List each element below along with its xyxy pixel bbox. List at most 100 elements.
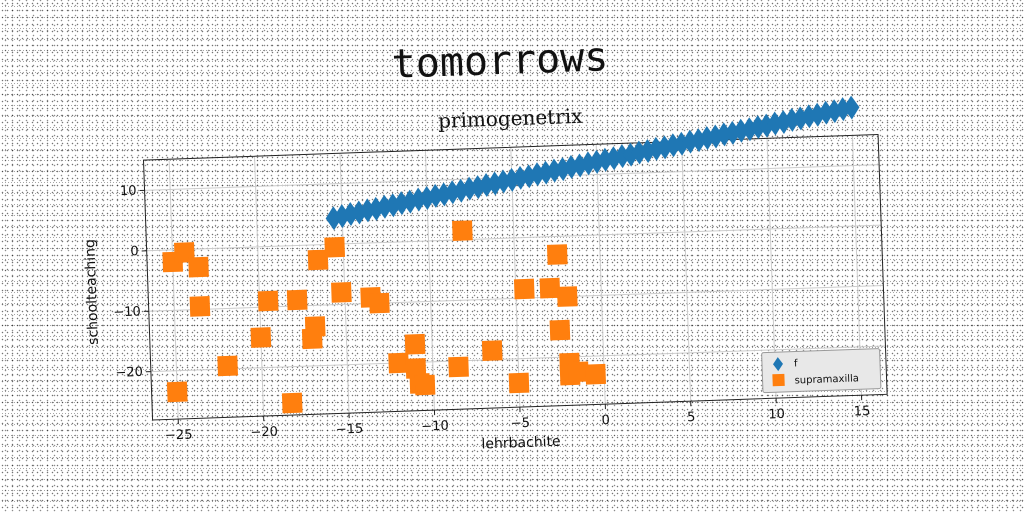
point-supramaxilla xyxy=(508,372,530,394)
point-f xyxy=(563,154,580,179)
point-f xyxy=(682,129,699,154)
point-supramaxilla xyxy=(481,340,503,361)
point-f xyxy=(537,160,554,185)
legend-marker-f xyxy=(773,357,784,372)
legend-marker-supramaxilla xyxy=(772,373,785,387)
point-supramaxilla xyxy=(448,356,469,378)
point-f xyxy=(342,202,359,226)
point-f xyxy=(673,131,690,156)
point-f xyxy=(758,113,775,138)
y-axis-label: schoolteaching xyxy=(82,239,102,345)
series-f xyxy=(325,95,860,231)
legend-label-f: f xyxy=(794,358,798,369)
point-supramaxilla xyxy=(549,319,571,341)
chart: primogenetrix −25 −20 −15 −10 −5 0 5 10 15 −20 −10… xyxy=(72,84,914,483)
series-supramaxilla xyxy=(162,220,607,414)
x-gridline xyxy=(681,141,692,402)
point-f xyxy=(495,169,512,194)
point-f xyxy=(571,153,588,178)
point-f xyxy=(478,173,495,198)
x-tick-label: 0 xyxy=(601,413,610,428)
point-f xyxy=(767,111,784,136)
y-tick-label: 0 xyxy=(130,244,139,259)
point-f xyxy=(656,135,673,160)
chart-title: primogenetrix xyxy=(438,104,584,133)
point-f xyxy=(486,171,503,196)
point-f xyxy=(469,175,486,200)
point-supramaxilla xyxy=(546,244,568,265)
point-supramaxilla xyxy=(307,249,329,271)
legend-label-supramaxilla: supramaxilla xyxy=(794,373,859,386)
point-f xyxy=(351,200,368,225)
point-supramaxilla xyxy=(166,381,188,403)
point-f xyxy=(784,107,801,132)
point-f xyxy=(631,140,648,165)
point-f xyxy=(826,99,843,124)
point-supramaxilla xyxy=(217,355,238,377)
point-f xyxy=(605,146,622,171)
x-gridline xyxy=(168,159,179,420)
point-supramaxilla xyxy=(188,256,209,278)
point-f xyxy=(809,102,826,127)
x-tick-label: −10 xyxy=(421,419,449,435)
point-f xyxy=(614,144,631,169)
point-supramaxilla xyxy=(331,282,352,303)
point-f xyxy=(665,133,682,158)
point-supramaxilla xyxy=(281,392,303,414)
x-tick-label: −15 xyxy=(336,422,364,438)
point-supramaxilla xyxy=(250,327,272,348)
point-f xyxy=(843,95,860,120)
x-tick-label: 10 xyxy=(768,407,785,423)
point-f xyxy=(724,120,741,145)
point-f xyxy=(707,124,724,149)
point-f xyxy=(503,167,520,192)
point-f xyxy=(639,138,656,163)
legend-box xyxy=(761,348,882,394)
axis-ticks: −25 −20 −15 −10 −5 0 5 10 15 −20 −10 0 10 xyxy=(113,184,871,444)
point-f xyxy=(580,151,597,176)
x-tick-label: 15 xyxy=(854,404,871,420)
point-supramaxilla xyxy=(388,352,409,374)
point-f xyxy=(359,198,376,223)
point-f xyxy=(690,128,707,153)
x-tick-label: −5 xyxy=(511,416,531,432)
point-supramaxilla xyxy=(324,236,346,258)
point-f xyxy=(461,176,478,201)
x-axis-label: lehrbachite xyxy=(481,434,561,453)
point-supramaxilla xyxy=(513,278,535,300)
point-supramaxilla xyxy=(539,277,561,299)
point-supramaxilla xyxy=(556,286,578,307)
point-f xyxy=(444,180,461,205)
point-f xyxy=(393,191,410,216)
x-tick-label: 5 xyxy=(687,410,696,425)
point-f xyxy=(775,110,792,135)
point-f xyxy=(410,187,427,212)
y-gridline xyxy=(150,345,886,373)
point-f xyxy=(452,178,469,203)
point-supramaxilla xyxy=(452,220,473,242)
point-supramaxilla xyxy=(414,374,436,396)
point-f xyxy=(520,164,537,189)
point-supramaxilla xyxy=(404,333,426,355)
point-f xyxy=(529,162,546,187)
point-supramaxilla xyxy=(568,361,589,383)
point-supramaxilla xyxy=(286,289,308,311)
point-supramaxilla xyxy=(257,290,279,312)
point-f xyxy=(648,136,665,161)
point-f xyxy=(817,100,834,125)
point-f xyxy=(546,158,563,183)
point-f xyxy=(554,157,571,182)
point-f xyxy=(622,142,639,167)
point-f xyxy=(419,186,436,211)
point-f xyxy=(588,149,605,174)
x-tick-label: −20 xyxy=(250,425,278,441)
point-f xyxy=(385,193,402,218)
point-f xyxy=(427,183,444,208)
point-f xyxy=(368,196,385,221)
point-f xyxy=(792,106,809,131)
point-f xyxy=(325,206,342,231)
point-f xyxy=(834,97,851,122)
point-f xyxy=(376,194,393,219)
point-f xyxy=(801,104,817,129)
point-f xyxy=(512,165,529,190)
